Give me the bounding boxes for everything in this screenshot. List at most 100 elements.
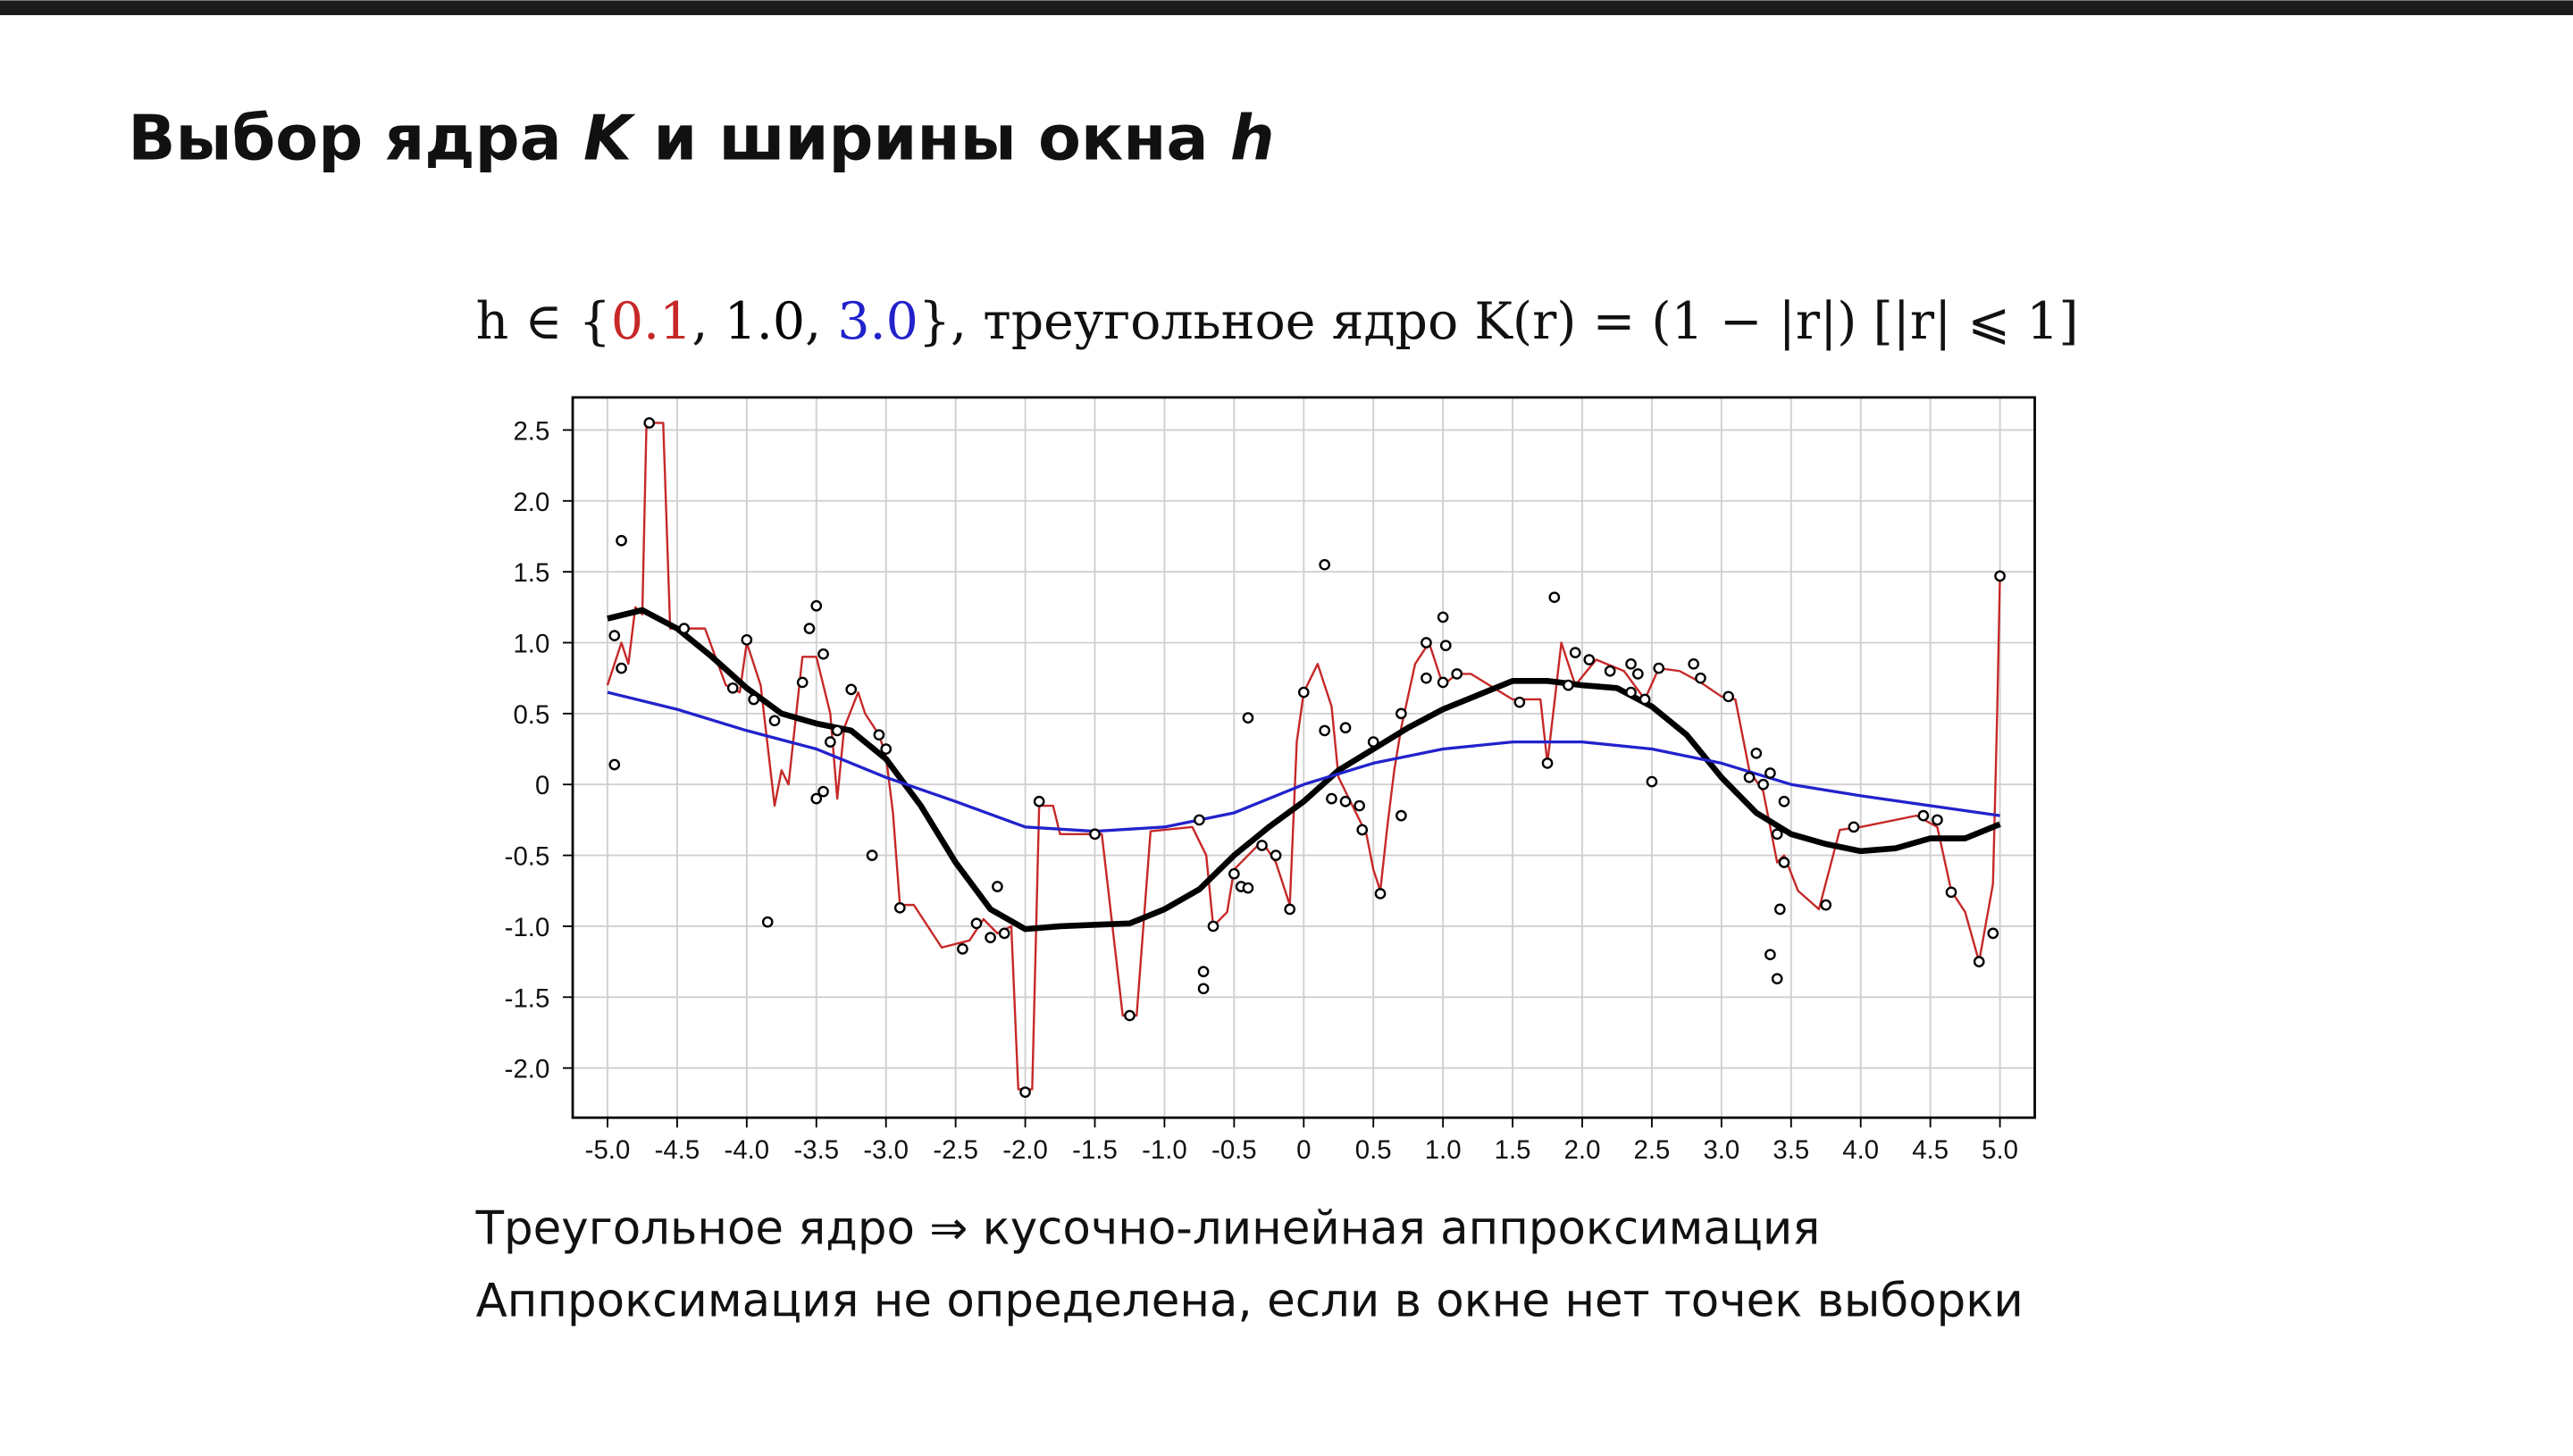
sample-point [1513, 696, 1526, 708]
sample-point [1326, 792, 1337, 805]
x-tick-label: -5.0 [585, 1135, 631, 1165]
sample-point [1194, 814, 1205, 826]
x-tick-label: 0 [1296, 1135, 1311, 1165]
sample-point [957, 943, 968, 955]
formula-suffix: }, треугольное ядро K(r) = (1 − |r|) [|r… [918, 292, 2079, 351]
y-tick-label: -1.0 [505, 913, 550, 942]
sample-point [825, 736, 836, 748]
sample-point [741, 633, 753, 646]
y-tick-label: -1.5 [505, 983, 550, 1013]
sample-point [1778, 795, 1790, 807]
legend-entry: 1.0 [725, 292, 806, 351]
sample-point [1339, 795, 1352, 807]
sample-point [1395, 707, 1407, 720]
sample-point [1033, 795, 1045, 807]
sample-point [1437, 611, 1449, 623]
sample-point [1639, 693, 1651, 706]
sample-point [985, 932, 996, 943]
sample-point [803, 623, 816, 634]
y-tick-label: 1.5 [513, 558, 549, 588]
sample-point [1771, 973, 1783, 985]
sample-point [1583, 654, 1596, 665]
sample-point [1848, 821, 1860, 833]
x-tick-label: 4.5 [1912, 1135, 1949, 1165]
x-tick-label: 1.5 [1495, 1135, 1531, 1165]
sample-point [1319, 558, 1331, 571]
sample-point [1228, 867, 1240, 880]
x-tick-label: -4.0 [725, 1135, 770, 1165]
sample-point [1773, 903, 1786, 916]
sample-point [1421, 637, 1432, 649]
x-tick-label: -4.5 [655, 1135, 700, 1165]
sample-point [761, 916, 774, 928]
bullet: Аппроксимация не определена, если в окне… [476, 1274, 2024, 1327]
sample-point [810, 599, 823, 612]
sample-point [748, 693, 759, 706]
x-tick-label: 2.0 [1564, 1135, 1601, 1165]
x-tick-label: 1.0 [1425, 1135, 1462, 1165]
sample-point [831, 724, 843, 737]
sample-point [1932, 814, 1943, 826]
sample-point [616, 534, 627, 547]
y-tick-label: -2.0 [505, 1055, 550, 1084]
formula-separator: , [691, 292, 724, 351]
sample-point [1339, 722, 1352, 734]
sample-point [1945, 886, 1957, 899]
title-part: Выбор ядра [128, 103, 583, 175]
formula-prefix: h ∈ { [476, 292, 611, 351]
title-part: h [1230, 103, 1275, 175]
sample-point [970, 917, 983, 930]
formula-separator: , [805, 292, 837, 351]
x-tick-label: -0.5 [1211, 1135, 1257, 1165]
sample-point [1207, 920, 1219, 933]
legend-entry: 0.1 [611, 292, 692, 351]
sample-point [1625, 686, 1637, 699]
x-tick-label: 3.0 [1703, 1135, 1739, 1165]
sample-point [1439, 640, 1452, 652]
sample-point [1973, 956, 1985, 967]
sample-point [1367, 736, 1379, 748]
sample-point [873, 729, 885, 741]
sample-point [1688, 657, 1700, 670]
x-tick-label: 4.0 [1842, 1135, 1879, 1165]
sample-point [726, 682, 739, 694]
sample-point [1437, 676, 1449, 689]
sample-point [1256, 840, 1268, 851]
sample-point [608, 758, 621, 771]
sample-point [992, 881, 1003, 892]
sample-point [1019, 1086, 1031, 1098]
title-part: K [583, 103, 636, 175]
sample-point [1750, 747, 1763, 759]
sample-point [1242, 882, 1254, 894]
formula: h ∈ {0.1, 1.0, 3.0}, треугольное ядро K(… [476, 292, 2079, 351]
sample-point [1548, 591, 1561, 604]
sample-point [1421, 672, 1432, 684]
sample-point [866, 849, 878, 861]
x-tick-label: -3.0 [863, 1135, 909, 1165]
x-tick-label: 3.5 [1773, 1135, 1809, 1165]
y-tick-label: -0.5 [505, 842, 550, 872]
sample-point [1563, 679, 1574, 691]
sample-point [1124, 1009, 1136, 1022]
sample-point [1778, 857, 1790, 868]
x-tick-label: 5.0 [1982, 1135, 2018, 1165]
sample-point [880, 743, 893, 755]
x-tick-label: 0.5 [1355, 1135, 1392, 1165]
plot-frame [571, 396, 2036, 1119]
x-tick-label: -1.0 [1142, 1135, 1187, 1165]
sample-point [608, 630, 621, 641]
sample-point [1653, 662, 1665, 674]
x-tick-label: -3.5 [793, 1135, 839, 1165]
sample-point [1722, 690, 1734, 703]
y-tick-label: 2.0 [513, 488, 549, 517]
top-bar [0, 0, 2573, 15]
sample-point [1541, 757, 1554, 769]
sample-point [1820, 899, 1832, 911]
sample-point [1297, 686, 1310, 699]
x-tick-label: -2.0 [1002, 1135, 1048, 1165]
sample-point [1356, 824, 1369, 836]
sample-point [1374, 888, 1387, 900]
sample-point [616, 662, 627, 674]
sample-point [1757, 778, 1769, 791]
